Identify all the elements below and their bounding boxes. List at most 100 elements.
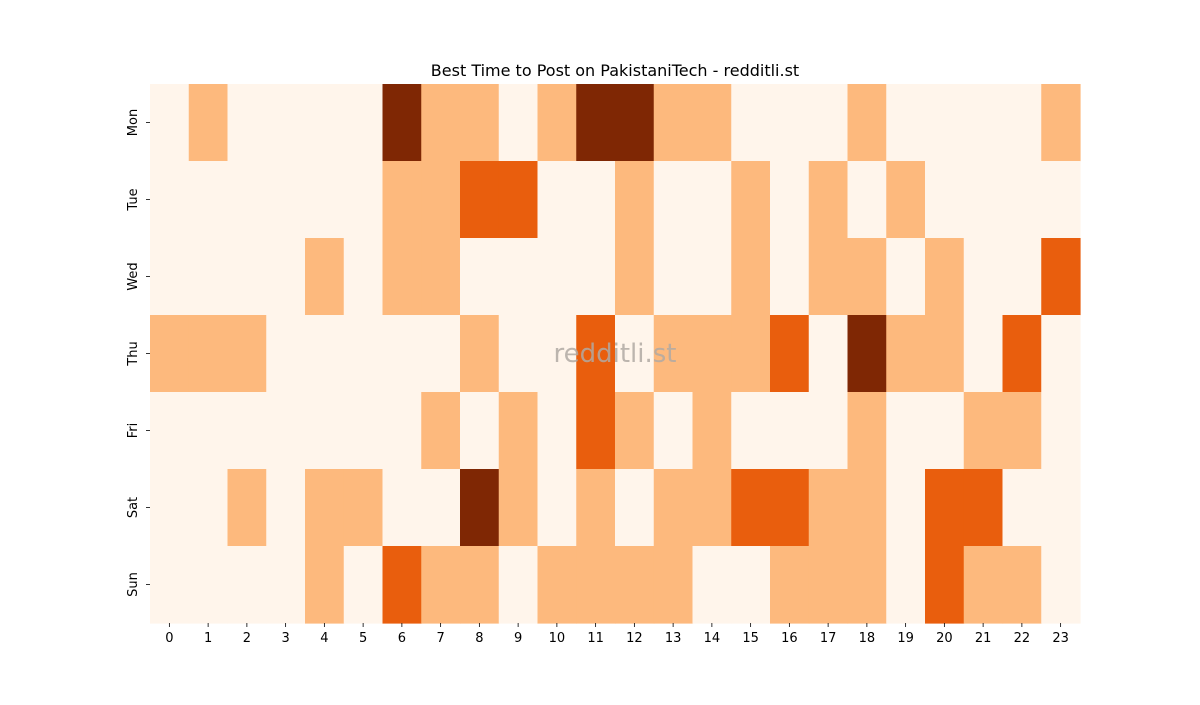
heatmap-cell-wed-5 — [343, 238, 384, 316]
heatmap-cell-thu-0 — [150, 315, 190, 393]
y-tick-label: Sat — [126, 497, 141, 518]
heatmap-cell-tue-2 — [227, 161, 267, 239]
heatmap-cell-tue-20 — [925, 161, 965, 239]
heatmap-cell-sun-3 — [266, 546, 306, 624]
heatmap-cell-wed-8 — [460, 238, 500, 316]
heatmap-cell-fri-2 — [227, 392, 267, 470]
heatmap-cell-sun-23 — [1041, 546, 1081, 624]
heatmap-cell-mon-22 — [1002, 84, 1042, 162]
heatmap-cell-sat-4 — [305, 469, 345, 547]
x-tick-label: 2 — [243, 631, 251, 646]
heatmap-cell-mon-15 — [731, 84, 771, 162]
heatmap-cell-thu-17 — [808, 315, 849, 393]
heatmap-cell-wed-18 — [847, 238, 887, 316]
heatmap-cell-fri-14 — [692, 392, 732, 470]
x-tick-label: 20 — [936, 631, 953, 646]
x-tick-label: 11 — [587, 631, 604, 646]
heatmap-cell-fri-11 — [576, 392, 616, 470]
heatmap-cell-wed-9 — [498, 238, 539, 316]
x-tick-label: 15 — [742, 631, 759, 646]
heatmap-cell-sun-11 — [576, 546, 616, 624]
x-axis: 0 1 2 3 4 5 6 7 8 9 10 11 12 13 14 15 16 17 18 19 20 21 22 23 — [165, 623, 1069, 646]
heatmap-cell-mon-9 — [498, 84, 539, 162]
heatmap-cells — [150, 84, 1081, 624]
heatmap-cell-mon-6 — [382, 84, 422, 162]
heatmap-cell-thu-3 — [266, 315, 306, 393]
heatmap-cell-mon-2 — [227, 84, 267, 162]
heatmap-cell-thu-1 — [188, 315, 229, 393]
heatmap-cell-thu-14 — [692, 315, 732, 393]
heatmap-cell-mon-8 — [460, 84, 500, 162]
heatmap-cell-wed-23 — [1041, 238, 1081, 316]
heatmap-cell-wed-21 — [963, 238, 1004, 316]
heatmap-cell-fri-13 — [653, 392, 694, 470]
heatmap-cell-mon-18 — [847, 84, 887, 162]
x-tick-label: 0 — [165, 631, 173, 646]
heatmap-cell-thu-19 — [886, 315, 926, 393]
x-tick-label: 18 — [859, 631, 876, 646]
x-tick-label: 6 — [398, 631, 406, 646]
heatmap-cell-fri-20 — [925, 392, 965, 470]
y-tick-label: Mon — [126, 109, 141, 136]
heatmap-cell-thu-22 — [1002, 315, 1042, 393]
heatmap-cell-mon-16 — [770, 84, 810, 162]
x-tick-label: 3 — [281, 631, 289, 646]
heatmap-cell-wed-1 — [188, 238, 229, 316]
heatmap-cell-fri-7 — [421, 392, 461, 470]
heatmap-cell-wed-2 — [227, 238, 267, 316]
heatmap-cell-tue-7 — [421, 161, 461, 239]
heatmap-cell-fri-8 — [460, 392, 500, 470]
heatmap-cell-mon-11 — [576, 84, 616, 162]
heatmap-cell-sun-0 — [150, 546, 190, 624]
heatmap-cell-tue-5 — [343, 161, 384, 239]
heatmap-cell-sat-21 — [963, 469, 1004, 547]
heatmap-cell-fri-19 — [886, 392, 926, 470]
heatmap-cell-wed-11 — [576, 238, 616, 316]
heatmap-cell-mon-3 — [266, 84, 306, 162]
heatmap-cell-fri-10 — [537, 392, 577, 470]
heatmap-cell-sun-1 — [188, 546, 229, 624]
heatmap-cell-thu-10 — [537, 315, 577, 393]
heatmap-cell-tue-11 — [576, 161, 616, 239]
heatmap-cell-thu-2 — [227, 315, 267, 393]
heatmap-cell-tue-13 — [653, 161, 694, 239]
y-tick-label: Wed — [126, 262, 141, 290]
x-tick-label: 12 — [626, 631, 643, 646]
heatmap-cell-mon-4 — [305, 84, 345, 162]
chart-title: Best Time to Post on PakistaniTech - red… — [431, 61, 799, 80]
x-tick-label: 10 — [549, 631, 566, 646]
heatmap-cell-sat-12 — [615, 469, 655, 547]
x-tick-label: 8 — [475, 631, 483, 646]
heatmap-cell-sat-2 — [227, 469, 267, 547]
heatmap-cell-sat-0 — [150, 469, 190, 547]
heatmap-cell-mon-0 — [150, 84, 190, 162]
heatmap-cell-fri-0 — [150, 392, 190, 470]
x-tick-label: 5 — [359, 631, 367, 646]
heatmap-cell-fri-21 — [963, 392, 1004, 470]
heatmap-cell-thu-21 — [963, 315, 1004, 393]
heatmap-cell-thu-6 — [382, 315, 422, 393]
heatmap-cell-sat-3 — [266, 469, 306, 547]
x-tick-label: 21 — [975, 631, 992, 646]
heatmap-cell-sun-15 — [731, 546, 771, 624]
heatmap-cell-sat-15 — [731, 469, 771, 547]
heatmap-cell-sat-10 — [537, 469, 577, 547]
y-tick-label: Fri — [126, 423, 141, 439]
x-tick-label: 4 — [320, 631, 328, 646]
heatmap-cell-wed-17 — [808, 238, 849, 316]
heatmap-cell-wed-7 — [421, 238, 461, 316]
heatmap-cell-tue-12 — [615, 161, 655, 239]
heatmap-cell-sun-5 — [343, 546, 384, 624]
heatmap-cell-sat-17 — [808, 469, 849, 547]
heatmap-cell-thu-12 — [615, 315, 655, 393]
heatmap-cell-thu-23 — [1041, 315, 1081, 393]
heatmap-cell-sun-2 — [227, 546, 267, 624]
heatmap-cell-mon-7 — [421, 84, 461, 162]
heatmap-cell-thu-8 — [460, 315, 500, 393]
x-tick-label: 1 — [204, 631, 212, 646]
heatmap-cell-tue-1 — [188, 161, 229, 239]
heatmap-cell-fri-17 — [808, 392, 849, 470]
heatmap-cell-sun-12 — [615, 546, 655, 624]
heatmap-cell-fri-5 — [343, 392, 384, 470]
x-tick-label: 16 — [781, 631, 798, 646]
